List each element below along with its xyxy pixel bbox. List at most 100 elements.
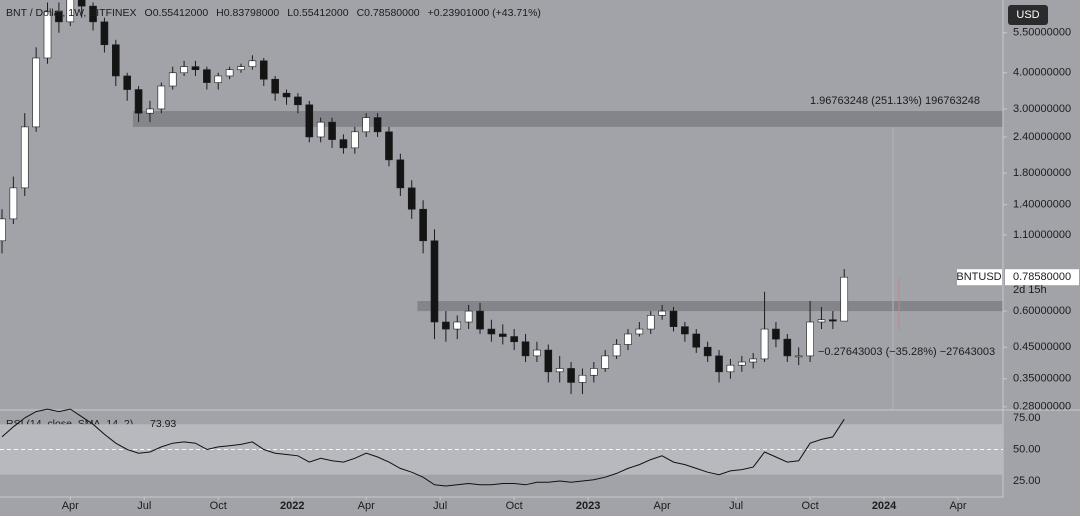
x-tick-label: Apr bbox=[62, 500, 79, 512]
x-tick-label: Oct bbox=[506, 500, 523, 512]
candle-body bbox=[726, 364, 735, 373]
candle-body bbox=[134, 89, 143, 114]
candle-body bbox=[203, 69, 211, 83]
zone bbox=[417, 301, 1004, 312]
x-tick-label: 2024 bbox=[872, 500, 897, 512]
candle-body bbox=[669, 310, 678, 327]
candle-body bbox=[407, 187, 416, 210]
chart-title: BNT / Dollar, 1W, BITFINEX bbox=[6, 7, 137, 19]
candle-body bbox=[294, 96, 302, 106]
x-tick-label: Apr bbox=[358, 500, 375, 512]
candle-body bbox=[20, 126, 29, 189]
ohlc-value: 0.83798000 bbox=[224, 7, 280, 19]
candle-body bbox=[612, 344, 621, 357]
candle-body bbox=[783, 338, 792, 357]
measure-label: −0.27643003 (−35.28%) −27643003 bbox=[818, 346, 995, 358]
candle-body bbox=[658, 310, 666, 316]
candle-body bbox=[635, 328, 644, 335]
candle-body bbox=[43, 11, 52, 59]
y-tick-label: 3.00000000 bbox=[1013, 103, 1071, 115]
x-tick-label: Jul bbox=[433, 500, 447, 512]
candle-body bbox=[681, 326, 689, 335]
candle-body bbox=[0, 218, 6, 242]
y-tick-label: 0.28000000 bbox=[1013, 401, 1071, 413]
candle-body bbox=[578, 374, 587, 383]
candle-body bbox=[840, 276, 849, 322]
candle-body bbox=[123, 75, 131, 90]
candle-body bbox=[282, 92, 291, 98]
candle-body bbox=[168, 72, 177, 87]
candle-body bbox=[567, 368, 575, 383]
candle-body bbox=[749, 358, 757, 363]
y-tick-label: 0.45000000 bbox=[1013, 341, 1071, 353]
candle-body bbox=[794, 355, 803, 358]
last-price: 0.78580000 bbox=[1013, 271, 1071, 283]
x-tick-label: 2022 bbox=[280, 500, 304, 512]
candle-body bbox=[703, 346, 712, 357]
candle-body bbox=[89, 5, 97, 23]
candle-body bbox=[715, 355, 723, 373]
candle-body bbox=[510, 336, 518, 343]
y-tick-label: 4.00000000 bbox=[1013, 67, 1071, 79]
candle-body bbox=[55, 11, 63, 23]
price-tag bbox=[1005, 269, 1079, 286]
symbol-label: BNTUSD bbox=[956, 271, 1001, 283]
candle-body bbox=[100, 21, 109, 46]
candle-body bbox=[453, 321, 462, 330]
rsi-line bbox=[1, 408, 845, 487]
ohlc-value: 0.78580000 bbox=[364, 7, 420, 19]
candle-body bbox=[373, 117, 382, 133]
candle-body bbox=[66, 0, 75, 23]
rsi-tick-label: 25.00 bbox=[1013, 475, 1041, 487]
candle-body bbox=[214, 75, 223, 83]
rsi-tick-label: 75.00 bbox=[1013, 412, 1041, 424]
candle-body bbox=[806, 321, 814, 357]
change: +0.23901000 (+43.71%) bbox=[428, 7, 541, 19]
candle-body bbox=[396, 159, 405, 189]
candle-body bbox=[157, 85, 166, 110]
candle-body bbox=[817, 319, 826, 323]
x-tick-label: Apr bbox=[654, 500, 671, 512]
ohlc-key: L bbox=[287, 7, 293, 19]
candle-body bbox=[316, 121, 325, 138]
countdown: 2d 15h bbox=[1013, 284, 1047, 296]
candle-body bbox=[498, 333, 507, 337]
y-tick-label: 2.40000000 bbox=[1013, 131, 1071, 143]
candle-body bbox=[760, 328, 769, 360]
candle-body bbox=[737, 361, 746, 366]
candle-body bbox=[305, 104, 314, 138]
x-tick-label: Oct bbox=[802, 500, 819, 512]
y-tick-label: 1.40000000 bbox=[1013, 199, 1071, 211]
candle-body bbox=[555, 368, 564, 373]
x-tick-label: Apr bbox=[949, 500, 966, 512]
candle-body bbox=[442, 321, 450, 330]
candle-body bbox=[77, 0, 86, 7]
candle-body bbox=[180, 66, 188, 74]
currency[interactable]: USD bbox=[1016, 9, 1039, 21]
currency-box[interactable] bbox=[1008, 5, 1048, 25]
y-tick-label: 5.50000000 bbox=[1013, 27, 1071, 39]
y-tick-label: 1.10000000 bbox=[1013, 229, 1071, 241]
x-tick-label: Jul bbox=[137, 500, 151, 512]
x-tick-label: Jul bbox=[729, 500, 743, 512]
candle-body bbox=[476, 310, 484, 330]
candle-body bbox=[829, 319, 837, 322]
candle-body bbox=[590, 368, 598, 376]
candle-body bbox=[385, 131, 393, 161]
candle-body bbox=[533, 349, 541, 357]
candle-body bbox=[237, 66, 245, 70]
ohlc-value: 0.55412000 bbox=[293, 7, 349, 19]
candle-body bbox=[487, 328, 496, 335]
candle-body bbox=[259, 60, 268, 80]
candle-body bbox=[339, 139, 348, 149]
candle-body bbox=[430, 240, 439, 323]
candle-body bbox=[521, 341, 530, 357]
y-tick-label: 1.80000000 bbox=[1013, 167, 1071, 179]
symbol-tag bbox=[957, 269, 1002, 286]
candle-body bbox=[419, 208, 427, 242]
candle-body bbox=[112, 44, 120, 77]
candle-body bbox=[32, 57, 40, 128]
candle-body bbox=[362, 117, 371, 133]
y-tick-label: 0.35000000 bbox=[1013, 373, 1071, 385]
